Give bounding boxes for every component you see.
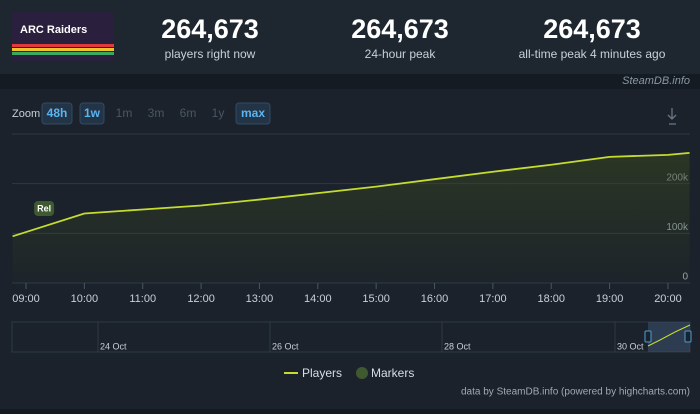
x-tick-label: 11:00 xyxy=(129,293,156,305)
plot: 0100k200k09:0010:0011:0012:0013:0014:001… xyxy=(12,133,690,305)
stat-label: all-time peak 4 minutes ago xyxy=(519,47,666,61)
zoom-label: Zoom xyxy=(12,108,40,120)
x-tick-label: 16:00 xyxy=(421,293,449,305)
navigator-line xyxy=(647,324,691,347)
zoom-button-label[interactable]: max xyxy=(241,106,265,120)
navigator-window[interactable] xyxy=(648,322,690,352)
stat-value: 264,673 xyxy=(351,14,449,44)
zoom-button-label[interactable]: 1m xyxy=(116,106,133,120)
zoom-button[interactable] xyxy=(235,102,271,125)
zoom-button[interactable] xyxy=(79,102,105,125)
x-tick-label: 18:00 xyxy=(537,293,565,305)
header-panel xyxy=(0,0,700,74)
stat-label: players right now xyxy=(165,47,256,61)
x-tick-label: 14:00 xyxy=(304,293,332,305)
area xyxy=(12,152,690,283)
zoom-button-label[interactable]: 3m xyxy=(148,106,165,120)
x-tick-label: 12:00 xyxy=(187,293,215,305)
navigator-label: 26 Oct xyxy=(272,341,299,351)
stripe xyxy=(12,52,114,55)
source: SteamDB.info xyxy=(622,75,690,87)
zoom-button-label[interactable]: 6m xyxy=(180,106,197,120)
stat-label: 24-hour peak xyxy=(365,47,437,61)
navigator-handle[interactable] xyxy=(644,330,652,343)
navigator-label: 28 Oct xyxy=(444,341,471,351)
zoom-buttons: 48h 1w 1m 3m 6m 1y max xyxy=(41,102,271,125)
x-tick-label: 19:00 xyxy=(596,293,624,305)
navigator-label: 24 Oct xyxy=(100,341,127,351)
stat-value: 264,673 xyxy=(161,14,259,44)
navigator-labels: 24 Oct 26 Oct 28 Oct 30 Oct xyxy=(97,322,644,352)
x-tick-label: 17:00 xyxy=(479,293,507,305)
legend-symbol xyxy=(356,367,368,379)
marker-label: Rel xyxy=(37,203,51,213)
x-tick-label: 15:00 xyxy=(362,293,390,305)
zoom-button[interactable] xyxy=(41,102,73,125)
stripe xyxy=(12,44,114,47)
x-tick-label: 10:00 xyxy=(71,293,99,305)
zoom-button-label[interactable]: 1y xyxy=(212,106,225,120)
stat-value: 264,673 xyxy=(543,14,641,44)
credit: data by SteamDB.info (powered by highcha… xyxy=(461,387,690,398)
legend-item[interactable]: Players xyxy=(302,366,342,380)
line xyxy=(12,151,690,238)
zoom-button-label[interactable]: 48h xyxy=(47,106,68,120)
x-tick-label: 13:00 xyxy=(246,293,274,305)
x-tick-label: 09:00 xyxy=(12,293,40,305)
legend-item[interactable]: Markers xyxy=(371,366,414,380)
navigator[interactable] xyxy=(11,321,691,353)
download-icon[interactable] xyxy=(667,108,677,125)
marker-flag[interactable] xyxy=(34,201,55,216)
navigator-label: 30 Oct xyxy=(617,341,644,351)
navigator-handle[interactable] xyxy=(684,330,692,343)
stripe xyxy=(12,48,114,51)
x-tick-label: 20:00 xyxy=(654,293,682,305)
zoom-button-label[interactable]: 1w xyxy=(84,106,101,120)
logo-text: ARC Raiders xyxy=(20,24,87,36)
